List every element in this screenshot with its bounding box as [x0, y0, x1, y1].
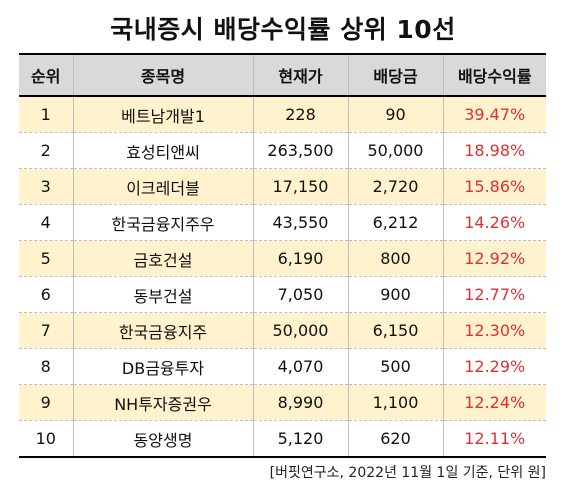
dividend-yield-table: 순위 종목명 현재가 배당금 배당수익률 1 베트남개발1 228 90 39.…: [19, 53, 546, 458]
dividend-cell: 900: [348, 276, 444, 313]
dividend-cell: 90: [348, 96, 444, 133]
price-cell: 6,190: [253, 240, 349, 277]
stock-name-cell: 한국금융지주우: [73, 204, 254, 241]
table-row: 4 한국금융지주우 43,550 6,212 14.26%: [19, 204, 546, 241]
column-header-rank: 순위: [19, 53, 74, 97]
price-cell: 50,000: [253, 312, 349, 349]
table-row: 3 이크레더블 17,150 2,720 15.86%: [19, 168, 546, 205]
price-cell: 17,150: [253, 168, 349, 205]
table-header-row: 순위 종목명 현재가 배당금 배당수익률: [19, 53, 546, 97]
price-cell: 5,120: [253, 420, 349, 458]
rank-cell: 2: [19, 132, 74, 169]
yield-cell: 39.47%: [443, 96, 546, 133]
rank-cell: 1: [19, 96, 74, 133]
table-row: 2 효성티앤씨 263,500 50,000 18.98%: [19, 132, 546, 169]
yield-cell: 12.24%: [443, 384, 546, 421]
table-row: 8 DB금융투자 4,070 500 12.29%: [19, 348, 546, 385]
rank-cell: 8: [19, 348, 74, 385]
column-header-yield: 배당수익률: [443, 53, 546, 97]
yield-cell: 12.30%: [443, 312, 546, 349]
price-cell: 8,990: [253, 384, 349, 421]
rank-cell: 7: [19, 312, 74, 349]
stock-name-cell: 이크레더블: [73, 168, 254, 205]
page-title: 국내증시 배당수익률 상위 10선: [110, 15, 456, 44]
dividend-cell: 2,720: [348, 168, 444, 205]
stock-name-cell: 동부건설: [73, 276, 254, 313]
yield-cell: 12.92%: [443, 240, 546, 277]
rank-cell: 5: [19, 240, 74, 277]
stock-name-cell: 한국금융지주: [73, 312, 254, 349]
stock-name-cell: 동양생명: [73, 420, 254, 458]
rank-cell: 10: [19, 420, 74, 458]
column-header-price: 현재가: [253, 53, 349, 97]
stock-name-cell: 효성티앤씨: [73, 132, 254, 169]
stock-name-cell: 금호건설: [73, 240, 254, 277]
yield-cell: 14.26%: [443, 204, 546, 241]
dividend-cell: 620: [348, 420, 444, 458]
yield-cell: 12.77%: [443, 276, 546, 313]
stock-name-cell: NH투자증권우: [73, 384, 254, 421]
dividend-cell: 6,212: [348, 204, 444, 241]
table-row: 7 한국금융지주 50,000 6,150 12.30%: [19, 312, 546, 349]
rank-cell: 6: [19, 276, 74, 313]
yield-cell: 15.86%: [443, 168, 546, 205]
price-cell: 7,050: [253, 276, 349, 313]
column-header-name: 종목명: [73, 53, 254, 97]
dividend-cell: 50,000: [348, 132, 444, 169]
dividend-cell: 800: [348, 240, 444, 277]
stock-name-cell: DB금융투자: [73, 348, 254, 385]
stock-name-cell: 베트남개발1: [73, 96, 254, 133]
yield-cell: 12.11%: [443, 420, 546, 458]
dividend-cell: 6,150: [348, 312, 444, 349]
price-cell: 228: [253, 96, 349, 133]
rank-cell: 3: [19, 168, 74, 205]
table-row: 9 NH투자증권우 8,990 1,100 12.24%: [19, 384, 546, 421]
rank-cell: 9: [19, 384, 74, 421]
dividend-cell: 500: [348, 348, 444, 385]
dividend-cell: 1,100: [348, 384, 444, 421]
table-row: 5 금호건설 6,190 800 12.92%: [19, 240, 546, 277]
source-footnote: [버핏연구소, 2022년 11월 1일 기준, 단위 원]: [269, 465, 546, 481]
column-header-dividend: 배당금: [348, 53, 444, 97]
table-row: 6 동부건설 7,050 900 12.77%: [19, 276, 546, 313]
yield-cell: 18.98%: [443, 132, 546, 169]
price-cell: 4,070: [253, 348, 349, 385]
price-cell: 43,550: [253, 204, 349, 241]
yield-cell: 12.29%: [443, 348, 546, 385]
table-row: 10 동양생명 5,120 620 12.11%: [19, 420, 546, 458]
table-row: 1 베트남개발1 228 90 39.47%: [19, 96, 546, 133]
price-cell: 263,500: [253, 132, 349, 169]
rank-cell: 4: [19, 204, 74, 241]
